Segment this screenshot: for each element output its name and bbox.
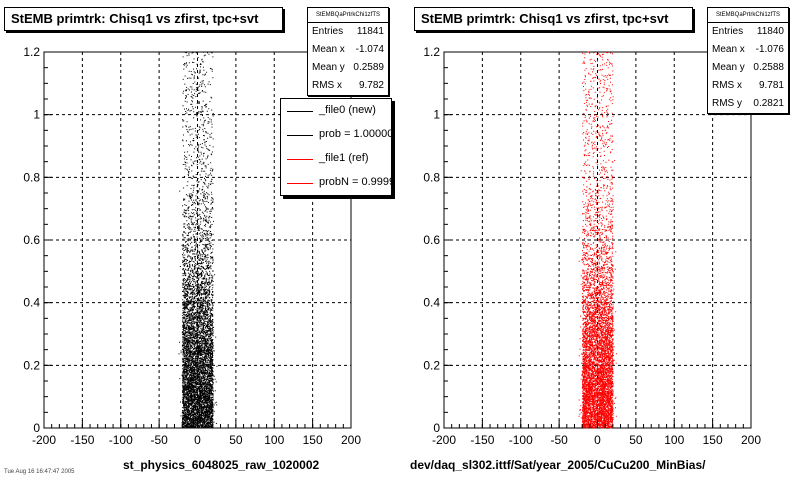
left-stats-row: Mean x -1.074 [308,41,388,59]
left-stats-row: RMS x 9.782 [308,77,388,95]
left-title-text: StEMB primtrk: Chisq1 vs zfirst, tpc+svt [11,11,259,26]
left-stats-label: Mean y [312,62,345,73]
right-y-tick-label: 1 [433,108,440,122]
right-stats-name: StEMBQaPrtrkChi1zfTS [708,8,788,23]
left-stats-value: 9.782 [358,80,384,91]
footer-timestamp: Tue Aug 16 16:47:47 2005 [4,469,75,475]
legend-entry: _file1 (ref) [281,147,391,171]
right-y-tick-label: 0.6 [423,233,440,247]
legend-entry: prob = 1.000000 [281,123,391,147]
right-x-tick-label: -100 [509,433,533,447]
left-stats-row: Entries 11841 [308,23,388,41]
left-x-tick-label: -200 [32,433,56,447]
legend-label: _file0 (new) [319,104,376,116]
left-x-tick-label: -50 [150,433,168,447]
legend-line-swatch [287,159,313,160]
right-stats-row: RMS x 9.781 [708,77,788,95]
left-x-axis-label: st_physics_6048025_raw_1020002 [123,458,320,472]
right-stats-value: -1.076 [755,44,784,55]
right-y-tick-label: 0.4 [423,296,440,310]
left-stats-value: 0.2589 [353,62,384,73]
right-stats-row: Mean y 0.2588 [708,59,788,77]
left-stats-name: StEMBQaPrtrkChi1zfTS [308,8,388,23]
left-y-tick-label: 0.8 [23,170,40,184]
legend-entry: _file0 (new) [281,99,391,123]
left-stats-label: Entries [312,26,344,37]
right-stats-value: 9.781 [758,80,784,91]
left-x-tick-label: -100 [109,433,133,447]
left-x-tick-label: 100 [264,433,284,447]
left-stats-label: Mean x [312,44,345,55]
right-stats-label: RMS y [712,98,742,109]
right-scatter-points [578,51,617,429]
left-x-tick-label: 150 [303,433,323,447]
right-stats-value: 0.2821 [753,98,784,109]
right-stats-label: RMS x [712,80,742,91]
left-stats-value: -1.074 [355,44,384,55]
legend-line-swatch [287,183,313,184]
left-y-tick-label: 1.2 [23,45,40,59]
right-x-tick-label: 100 [664,433,684,447]
right-y-tick-label: 1.2 [423,45,440,59]
right-chart-title: StEMB primtrk: Chisq1 vs zfirst, tpc+svt [414,7,693,31]
right-title-text: StEMB primtrk: Chisq1 vs zfirst, tpc+svt [421,11,669,26]
legend-label: probN = 0.999987 [319,176,391,188]
legend-line-swatch [287,135,313,136]
right-stats-row: Entries 11840 [708,23,788,41]
right-stats-label: Mean x [712,44,745,55]
left-x-tick-label: 0 [194,433,201,447]
legend-entry: probN = 0.999987 [281,171,391,195]
left-stats-value: 11841 [356,26,384,37]
legend-box: _file0 (new) prob = 1.000000 _file1 (ref… [280,98,392,196]
right-x-tick-label: -150 [470,433,494,447]
left-chart-title: StEMB primtrk: Chisq1 vs zfirst, tpc+svt [4,7,283,31]
right-x-tick-label: 0 [594,433,601,447]
left-scatter-points [178,51,218,429]
left-stats-label: RMS x [312,80,342,91]
right-stats-box: StEMBQaPrtrkChi1zfTS Entries 11840 Mean … [707,7,789,114]
right-x-tick-label: -200 [432,433,456,447]
right-x-axis-label: dev/daq_sl302.ittf/Sat/year_2005/CuCu200… [410,458,706,472]
left-y-tick-label: 0.2 [23,358,40,372]
left-x-tick-label: 200 [341,433,361,447]
left-y-tick-label: 1 [33,108,40,122]
left-stats-box: StEMBQaPrtrkChi1zfTS Entries 11841 Mean … [307,7,389,96]
left-x-tick-label: 50 [229,433,243,447]
right-x-tick-label: 150 [703,433,723,447]
right-y-tick-label: 0.2 [423,358,440,372]
legend-label: _file1 (ref) [319,152,369,164]
right-y-tick-label: 0 [433,421,440,435]
left-y-tick-label: 0.6 [23,233,40,247]
right-x-tick-label: -50 [550,433,568,447]
left-y-tick-label: 0.4 [23,296,40,310]
left-x-tick-label: -150 [70,433,94,447]
right-stats-value: 11840 [756,26,784,37]
right-stats-row: Mean x -1.076 [708,41,788,59]
legend-line-swatch [287,111,313,112]
right-x-tick-label: 200 [741,433,761,447]
legend-label: prob = 1.000000 [319,128,392,140]
right-stats-label: Entries [712,26,744,37]
right-stats-label: Mean y [712,62,745,73]
right-stats-value: 0.2588 [753,62,784,73]
left-y-tick-label: 0 [33,421,40,435]
right-stats-row: RMS y 0.2821 [708,95,788,113]
right-x-tick-label: 50 [629,433,643,447]
left-stats-row: Mean y 0.2589 [308,59,388,77]
right-y-tick-label: 0.8 [423,170,440,184]
